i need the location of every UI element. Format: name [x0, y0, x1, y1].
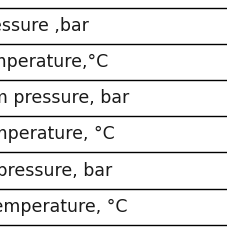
Text: ar pressure, bar: ar pressure, bar: [0, 162, 112, 180]
Text: erm pressure, bar: erm pressure, bar: [0, 89, 129, 107]
Text: r temperature, °C: r temperature, °C: [0, 198, 127, 216]
Text: pressure ,bar: pressure ,bar: [0, 17, 89, 35]
Text: temperature,°C: temperature,°C: [0, 53, 109, 71]
Text: temperature, °C: temperature, °C: [0, 125, 114, 143]
